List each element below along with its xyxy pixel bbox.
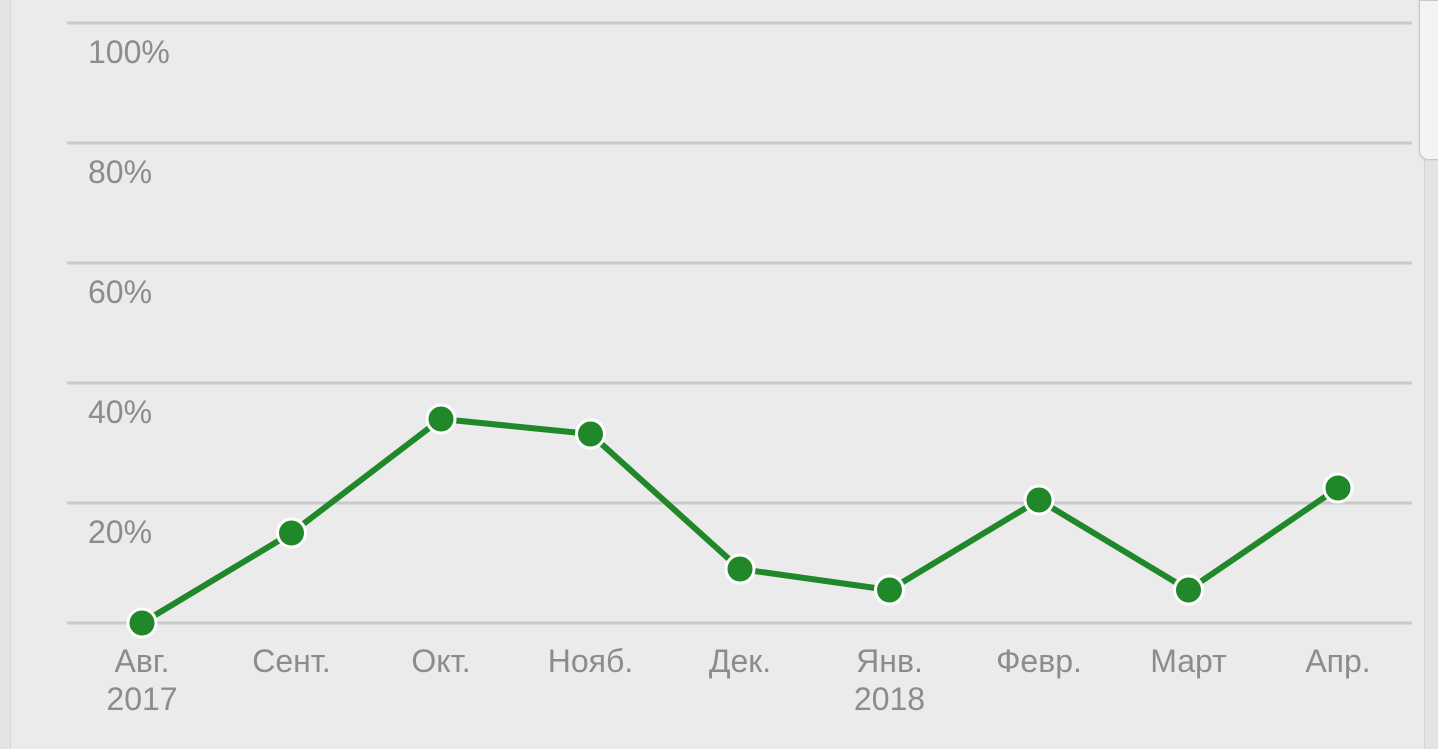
x-tick-label: Апр. xyxy=(1305,643,1370,679)
data-point[interactable] xyxy=(724,553,756,585)
y-tick-label: 40% xyxy=(88,394,152,430)
series-layer xyxy=(126,403,1354,639)
data-point[interactable] xyxy=(1173,574,1204,606)
data-point[interactable] xyxy=(874,574,905,606)
data-point[interactable] xyxy=(1322,472,1354,504)
right-panel-edge xyxy=(1424,0,1438,749)
left-panel-edge xyxy=(0,0,11,749)
y-tick-label: 100% xyxy=(88,34,170,70)
y-tick-label: 20% xyxy=(88,514,152,550)
data-point[interactable] xyxy=(575,418,606,450)
x-tick-label: Окт. xyxy=(411,643,470,679)
data-point[interactable] xyxy=(276,517,307,549)
data-point[interactable] xyxy=(1023,484,1055,516)
x-tick-label: Сент. xyxy=(252,643,331,679)
scroll-handle[interactable] xyxy=(1419,0,1438,160)
x-axis-ticks: Авг. 2017 Сент. Окт. Нояб. Дек. Янв. 2018 Февр. М… xyxy=(106,643,1370,717)
x-tick-label: Дек. xyxy=(709,643,771,679)
grid-layer xyxy=(67,21,1412,625)
x-tick-label: Февр. xyxy=(996,643,1082,679)
x-tick-label: Янв. 2018 xyxy=(854,643,925,717)
x-tick-label: Март xyxy=(1150,643,1227,679)
y-tick-label: 60% xyxy=(88,274,152,310)
data-point[interactable] xyxy=(425,403,457,435)
y-tick-label: 80% xyxy=(88,154,152,190)
y-axis-ticks: 100% 80% 60% 40% 20% xyxy=(88,34,170,550)
series-line xyxy=(139,416,1341,626)
x-tick-label: Авг. 2017 xyxy=(106,643,177,717)
x-tick-label: Нояб. xyxy=(548,643,633,679)
data-point[interactable] xyxy=(126,607,158,639)
